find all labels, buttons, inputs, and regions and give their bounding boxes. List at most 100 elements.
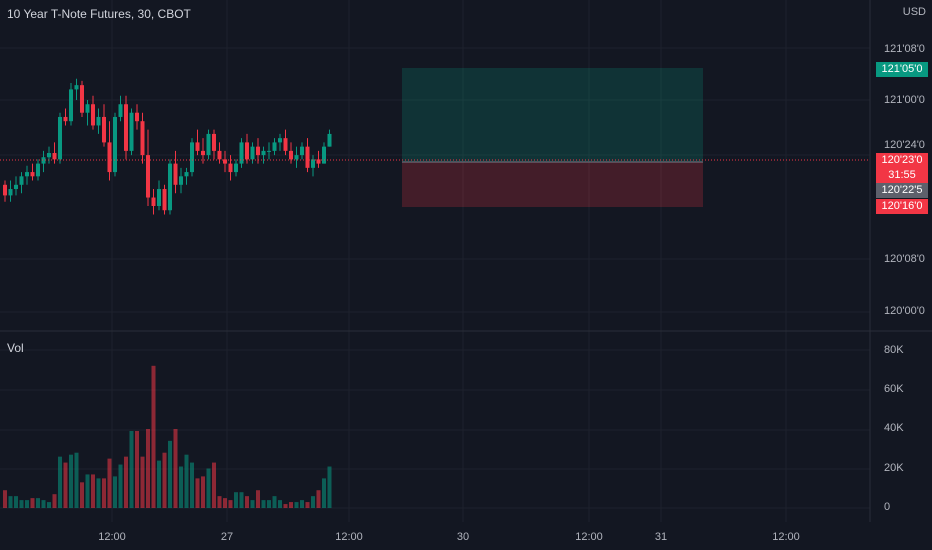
volume-bar xyxy=(278,500,282,508)
loss-zone xyxy=(402,162,703,207)
candle-body xyxy=(327,133,332,147)
volume-bar xyxy=(8,496,13,508)
candle-body xyxy=(151,197,156,206)
volume-bar xyxy=(206,468,211,508)
candle-body xyxy=(14,184,18,190)
candle-body xyxy=(80,85,84,113)
candle-body xyxy=(25,172,29,177)
volume-bar xyxy=(146,429,150,508)
volume-bar xyxy=(80,482,84,508)
candle-body xyxy=(316,159,321,164)
volume-bar xyxy=(289,502,293,508)
price-tick: 120'00'0 xyxy=(884,305,925,317)
stop-price-badge: 120'16'0 xyxy=(876,199,928,214)
candle-body xyxy=(96,116,101,126)
candle-body xyxy=(168,163,172,211)
volume-bar xyxy=(327,466,332,508)
volume-bar xyxy=(228,500,233,508)
volume-bar xyxy=(58,456,62,508)
volume-bar xyxy=(135,430,139,508)
volume-bar xyxy=(184,454,189,508)
volume-bar xyxy=(245,496,249,508)
volume-bar xyxy=(63,462,68,508)
candle-body xyxy=(305,146,310,168)
candle-body xyxy=(239,142,244,164)
currency-label[interactable]: USD xyxy=(902,6,926,18)
volume-bar xyxy=(151,365,156,508)
volume-bar xyxy=(267,500,271,508)
candle-body xyxy=(234,163,238,173)
long-position-tool[interactable] xyxy=(402,68,703,207)
candle-body xyxy=(63,116,68,122)
volume-bar xyxy=(212,462,216,508)
candle-body xyxy=(41,157,46,164)
candle-body xyxy=(113,116,117,173)
volume-bar xyxy=(30,498,35,508)
profit-zone xyxy=(402,68,703,162)
candle-body xyxy=(217,150,222,160)
volume-label[interactable]: Vol xyxy=(7,341,24,355)
candle-body xyxy=(311,159,315,168)
volume-bar xyxy=(217,496,222,508)
candle-body xyxy=(146,155,150,198)
volume-bar xyxy=(91,474,95,508)
volume-bar xyxy=(85,474,90,508)
price-tick: 120'08'0 xyxy=(884,253,925,265)
volume-tick: 20K xyxy=(884,462,904,474)
time-tick: 30 xyxy=(456,531,470,543)
volume-bar xyxy=(201,476,205,508)
price-tick: 120'24'0 xyxy=(884,139,925,151)
candle-body xyxy=(289,150,293,160)
candle-body xyxy=(179,176,183,185)
volume-bar xyxy=(36,498,40,508)
candle-body xyxy=(129,112,134,151)
candle-body xyxy=(19,176,24,185)
candle-body xyxy=(3,184,7,196)
candle-body xyxy=(201,150,205,156)
time-tick: 12:00 xyxy=(575,531,603,543)
volume-bar xyxy=(162,452,167,508)
target-price-badge: 121'05'0 xyxy=(876,62,928,77)
volume-tick: 60K xyxy=(884,383,904,395)
volume-bar xyxy=(124,456,128,508)
bar-countdown: 31:55 xyxy=(888,169,916,181)
candle-body xyxy=(250,146,255,160)
price-tick: 121'08'0 xyxy=(884,43,925,55)
candle-body xyxy=(107,142,112,173)
volume-series xyxy=(3,365,332,508)
candle-body xyxy=(47,153,51,158)
volume-bar xyxy=(96,478,101,508)
candle-body xyxy=(36,163,40,177)
candle-body xyxy=(58,116,62,160)
candle-body xyxy=(212,133,216,151)
candle-body xyxy=(267,150,271,152)
volume-bar xyxy=(157,460,161,508)
candle-body xyxy=(206,133,211,156)
volume-bar xyxy=(140,456,145,508)
candle-body xyxy=(283,138,288,151)
candle-body xyxy=(91,104,95,126)
candle-body xyxy=(74,85,79,90)
time-tick: 27 xyxy=(220,531,234,543)
volume-bar xyxy=(47,502,51,508)
volume-bar xyxy=(52,494,57,508)
volume-bar xyxy=(311,496,315,508)
candle-body xyxy=(85,104,90,113)
candle-body xyxy=(184,172,189,177)
volume-bar xyxy=(102,478,106,508)
candle-series xyxy=(3,78,332,215)
candle-body xyxy=(118,104,123,117)
candle-body xyxy=(173,163,178,185)
volume-tick: 80K xyxy=(884,344,904,356)
volume-bar xyxy=(113,476,117,508)
volume-bar xyxy=(74,452,79,508)
candle-body xyxy=(228,163,233,173)
last-price-value: 120'23'0 xyxy=(881,154,923,166)
candle-body xyxy=(124,104,128,151)
volume-bar xyxy=(190,462,194,508)
volume-bar xyxy=(261,500,266,508)
symbol-title[interactable]: 10 Year T-Note Futures, 30, CBOT xyxy=(7,7,191,21)
volume-bar xyxy=(25,500,29,508)
candle-body xyxy=(162,189,167,211)
